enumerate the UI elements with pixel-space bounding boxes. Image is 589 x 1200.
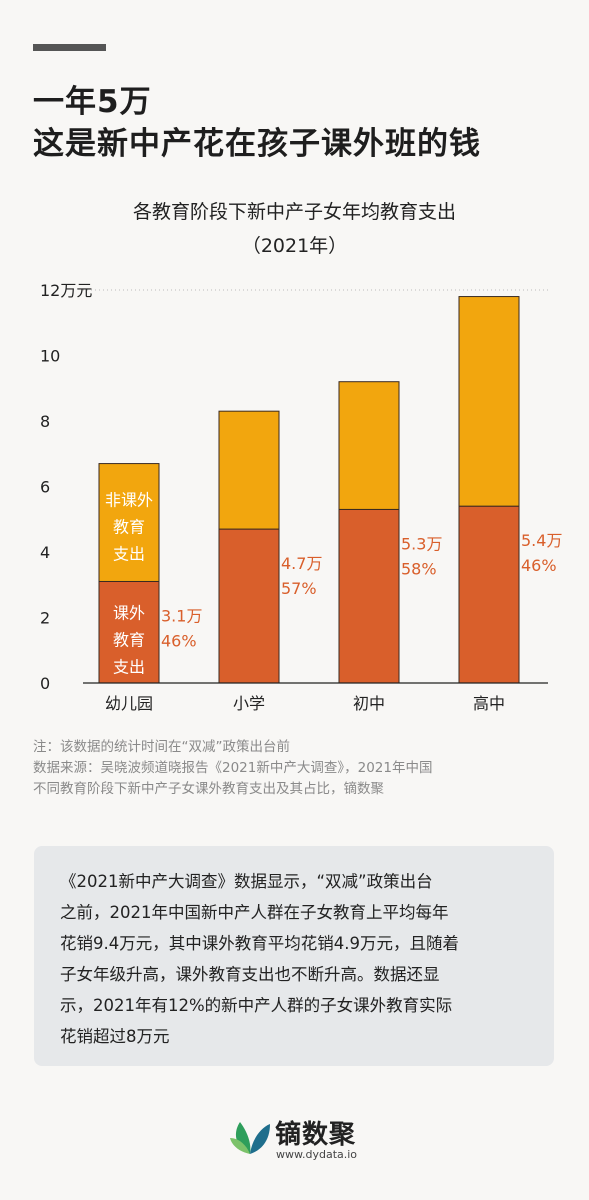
chart-subtitle: （2021年） <box>241 235 348 257</box>
data-label-amount: 3.1万 <box>161 606 202 625</box>
summary-line: 示，2021年有12%的新中产人群的子女课外教育实际 <box>60 996 453 1015</box>
bar-outside-class-spend <box>218 528 280 684</box>
bar-other-spend <box>218 410 280 530</box>
summary-line: 花销超过8万元 <box>60 1027 170 1046</box>
y-tick-label: 12万元 <box>40 281 92 300</box>
notes: 注：该数据的统计时间在“双减”政策出台前 数据来源：吴晓波频道晓报告《2021新… <box>33 737 563 800</box>
data-label-amount: 5.4万 <box>521 531 562 550</box>
leaf-logo-icon <box>230 1122 270 1154</box>
brand-name: 镝数聚 <box>275 1120 357 1150</box>
chart-title: 各教育阶段下新中产子女年均教育支出 <box>132 201 456 223</box>
data-label-amount: 5.3万 <box>401 534 442 553</box>
data-label-amount: 4.7万 <box>281 554 322 573</box>
headline-line-2: 这是新中产花在孩子课外班的钱 <box>33 126 481 162</box>
inbar-label-bottom: 课外 <box>113 603 145 622</box>
top-accent-bar <box>33 44 106 51</box>
note-line-1: 注：该数据的统计时间在“双减”政策出台前 <box>33 739 290 755</box>
x-tick-label: 小学 <box>233 694 265 713</box>
summary-line: 子女年级升高，课外教育支出也不断升高。数据还显 <box>60 965 440 984</box>
brand-url: www.dydata.io <box>276 1148 358 1161</box>
bar-other-spend <box>98 463 160 582</box>
inbar-label-top: 非课外 <box>105 491 153 510</box>
data-label-percent: 57% <box>281 579 317 598</box>
bar-other-spend <box>338 381 400 510</box>
bar-outside-class-spend <box>458 505 520 684</box>
summary-line: 花销9.4万元，其中课外教育平均花销4.9万元，且随着 <box>60 934 459 953</box>
y-tick-label: 0 <box>40 674 50 693</box>
brand: 镝数聚 www.dydata.io <box>228 1110 388 1170</box>
inbar-label-top: 教育 <box>113 518 145 537</box>
headline-line-1: 一年5万 <box>33 84 152 120</box>
summary-box: 《2021新中产大调查》数据显示，“双减”政策出台 之前，2021年中国新中产人… <box>34 846 554 1066</box>
summary-line: 之前，2021年中国新中产人群在子女教育上平均每年 <box>60 903 449 922</box>
data-label-percent: 46% <box>521 556 557 575</box>
inbar-label-bottom: 支出 <box>113 657 145 676</box>
y-tick-label: 6 <box>40 478 50 497</box>
data-label-percent: 46% <box>161 631 197 650</box>
x-tick-label: 幼儿园 <box>105 694 153 713</box>
y-tick-label: 4 <box>40 543 50 562</box>
inbar-label-bottom: 教育 <box>113 630 145 649</box>
y-tick-label: 8 <box>40 412 50 431</box>
source-line-1: 数据来源：吴晓波频道晓报告《2021新中产大调查》，2021年中国 <box>33 760 433 776</box>
y-tick-label: 2 <box>40 609 50 628</box>
x-tick-label: 高中 <box>473 694 505 713</box>
summary-line: 《2021新中产大调查》数据显示，“双减”政策出台 <box>60 872 433 891</box>
bar-outside-class-spend <box>338 508 400 684</box>
source-line-2: 不同教育阶段下新中产子女课外教育支出及其占比，镝数聚 <box>33 781 384 797</box>
data-label-percent: 58% <box>401 559 437 578</box>
bar-other-spend <box>458 296 520 507</box>
y-tick-label: 10 <box>40 347 60 366</box>
x-tick-label: 初中 <box>353 694 385 713</box>
inbar-label-top: 支出 <box>113 545 145 564</box>
